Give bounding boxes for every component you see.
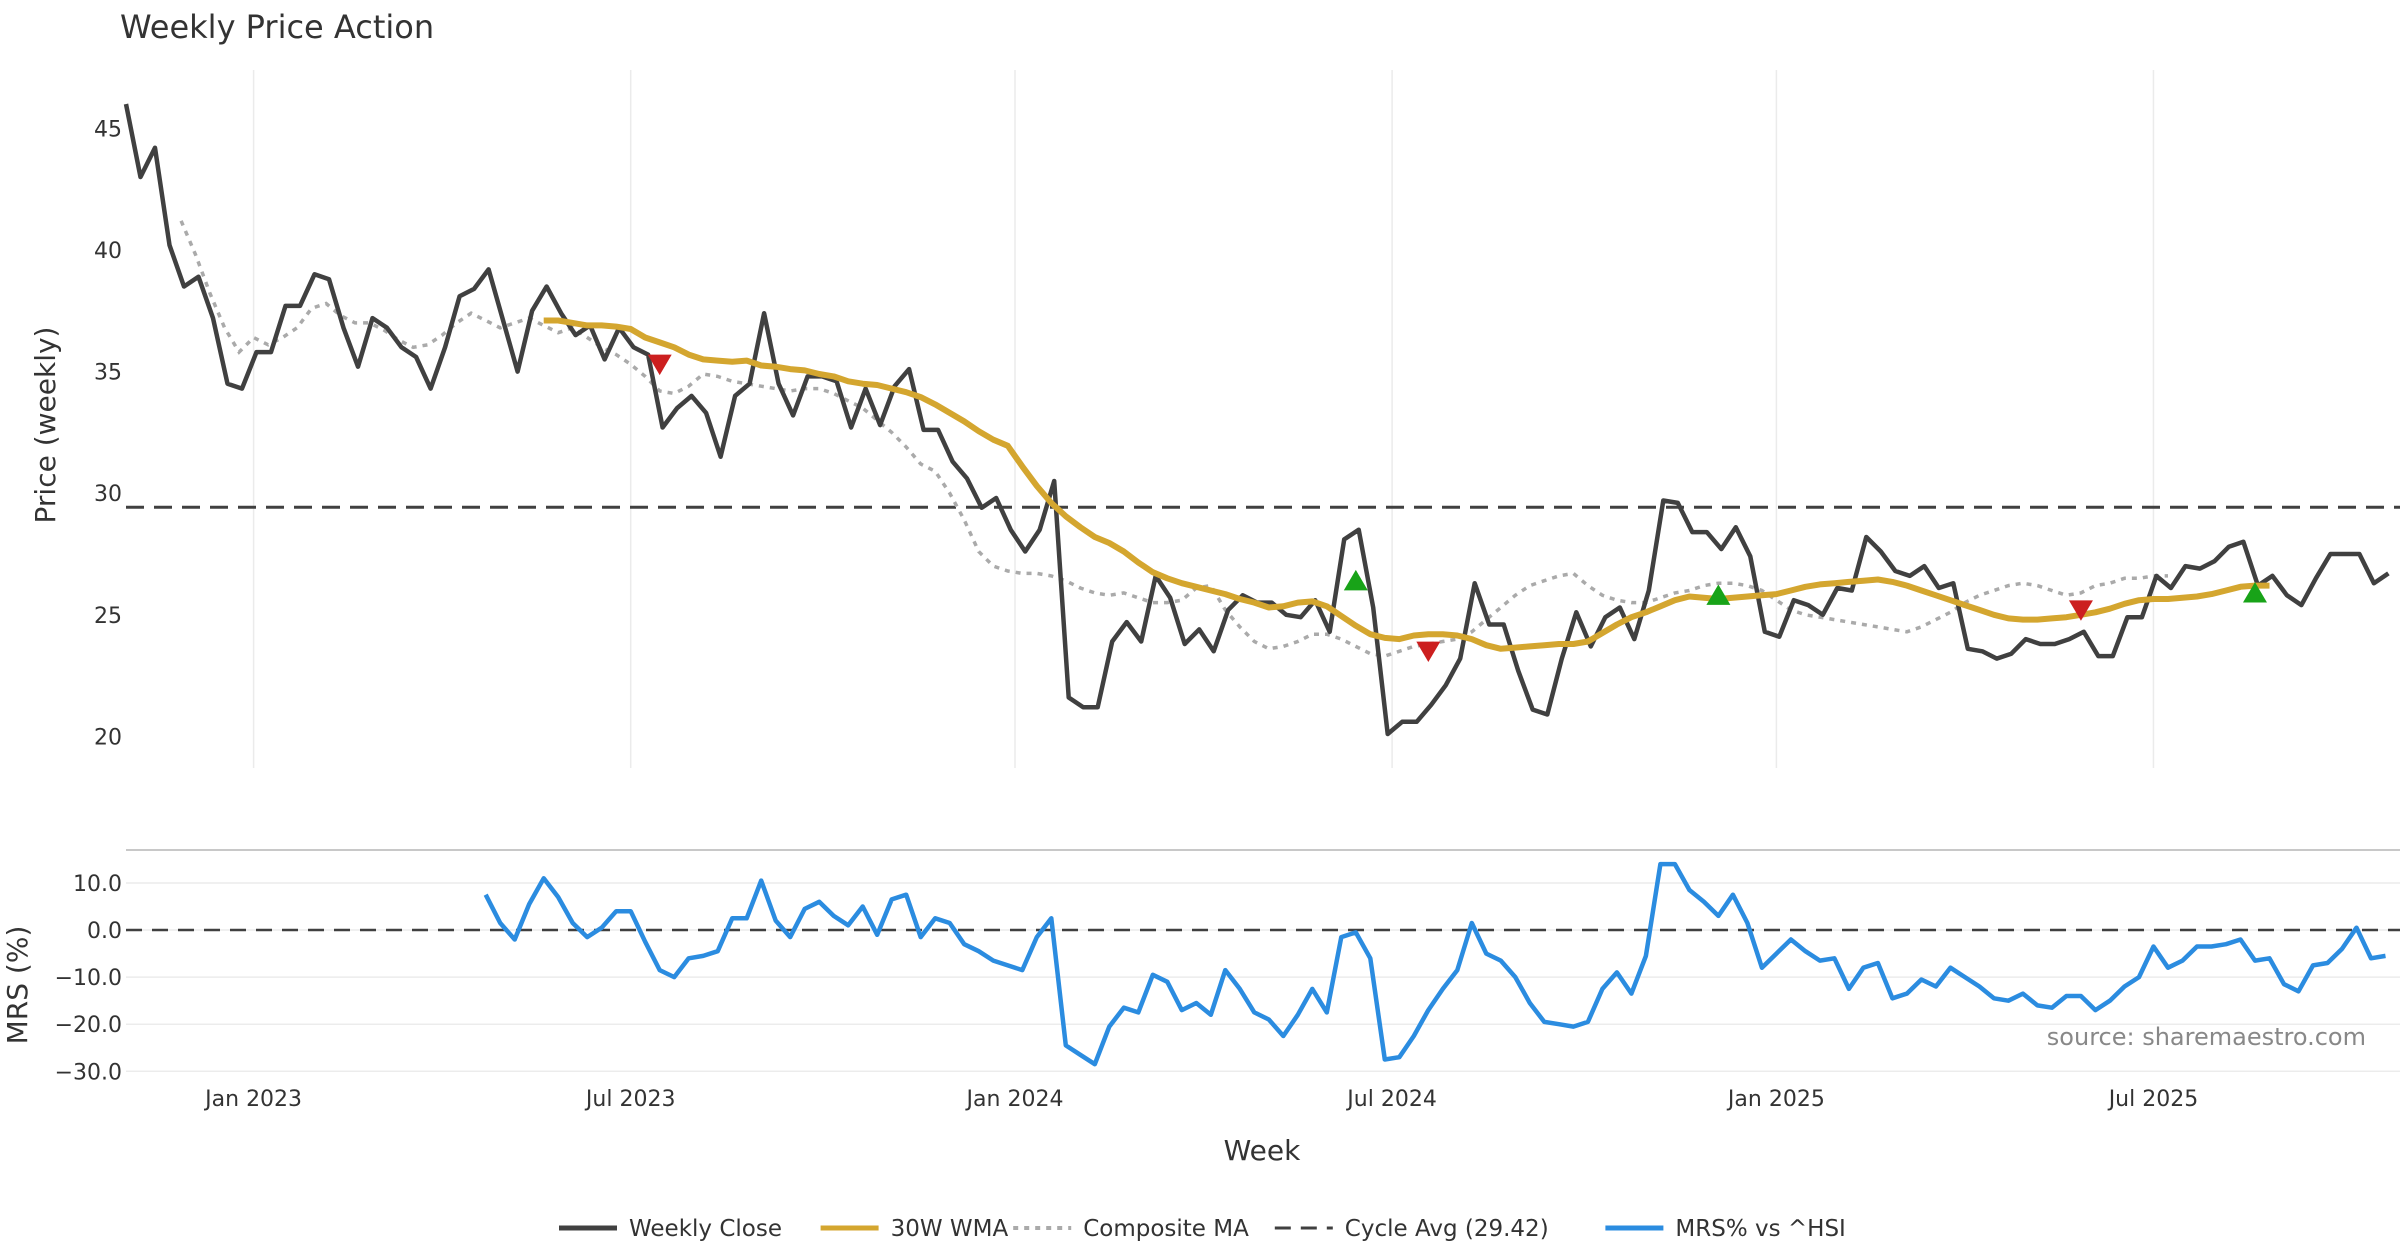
legend-item-3: Cycle Avg (29.42)	[1274, 1216, 1549, 1242]
legend-item-0: Weekly Close	[559, 1216, 782, 1242]
legend: Weekly Close 30W WMA Composite MA Cycle Avg…	[559, 1216, 1846, 1242]
sell-marker-2	[2068, 600, 2093, 621]
legend-label-2: Composite MA	[1083, 1216, 1249, 1242]
series-30w-wma	[543, 317, 2270, 652]
price-ytick-2: 30	[94, 482, 122, 507]
series-weekly-close	[123, 103, 2390, 737]
price-ytick-0: 20	[94, 725, 122, 750]
x-axis-title: Week	[1224, 1134, 1301, 1167]
mrs-ytick-2: −10.0	[55, 966, 122, 991]
buy-marker-1	[1706, 584, 1731, 605]
legend-label-4: MRS% vs ^HSI	[1675, 1216, 1845, 1242]
legend-label-0: Weekly Close	[629, 1216, 782, 1242]
xtick-4: Jan 2025	[1726, 1087, 1825, 1112]
buy-marker-2	[2242, 582, 2267, 603]
legend-item-1: 30W WMA	[820, 1216, 1009, 1242]
reference-lines	[126, 505, 2400, 932]
xtick-3: Jul 2024	[1345, 1087, 1437, 1112]
grid-layer	[126, 70, 2400, 1073]
price-ytick-3: 35	[94, 361, 122, 386]
xtick-5: Jul 2025	[2107, 1087, 2199, 1112]
price-ytick-1: 25	[94, 604, 122, 629]
series-mrs	[483, 861, 2386, 1067]
source-note: source: sharemaestro.com	[2047, 1023, 2366, 1051]
legend-label-3: Cycle Avg (29.42)	[1345, 1216, 1549, 1242]
mrs-ytick-0: −30.0	[55, 1060, 122, 1085]
chart-title: Weekly Price Action	[120, 8, 434, 46]
sell-marker-0	[647, 354, 672, 376]
legend-item-4: MRS% vs ^HSI	[1605, 1216, 1846, 1242]
tick-labels: 20 25 30 35 40 45 −30.0 −20.0 −10.0 0.0 10.0 Jan 20…	[55, 117, 2199, 1112]
xtick-0: Jan 2023	[203, 1087, 302, 1112]
series-layer	[123, 103, 2390, 1067]
price-panel-ylabel: Price (weekly)	[29, 327, 62, 524]
mrs-panel-ylabel: MRS (%)	[1, 926, 34, 1045]
legend-item-2: Composite MA	[1013, 1216, 1249, 1242]
price-ytick-4: 40	[94, 239, 122, 264]
xtick-1: Jul 2023	[584, 1087, 676, 1112]
legend-label-1: 30W WMA	[891, 1216, 1009, 1242]
series-composite-ma	[179, 220, 2168, 658]
mrs-ytick-3: 0.0	[87, 919, 122, 944]
buy-marker-0	[1343, 569, 1368, 591]
mrs-ytick-4: 10.0	[73, 872, 122, 897]
xtick-2: Jan 2024	[965, 1087, 1064, 1112]
sell-marker-1	[1416, 641, 1441, 663]
mrs-ytick-1: −20.0	[55, 1013, 122, 1038]
signal-markers	[647, 354, 2267, 663]
price-ytick-5: 45	[94, 117, 122, 142]
